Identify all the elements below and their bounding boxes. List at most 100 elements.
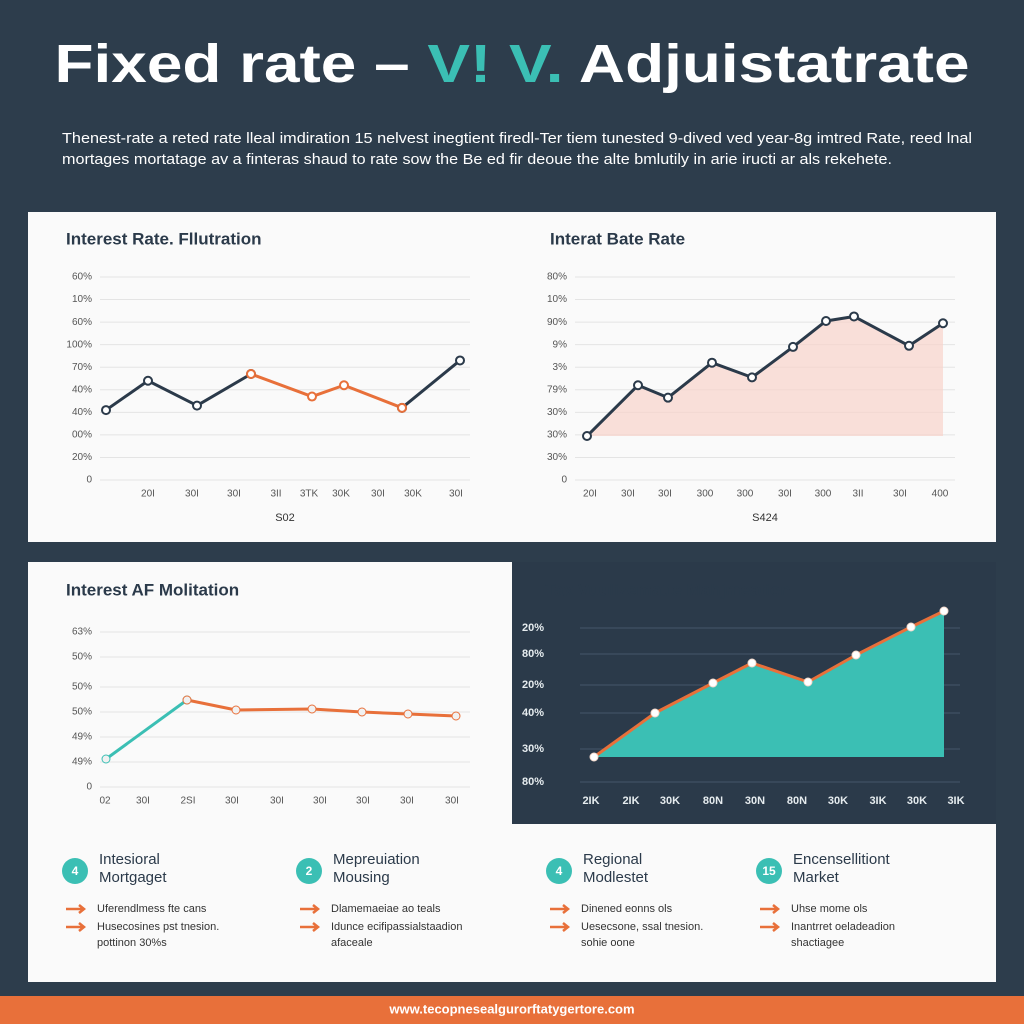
line: [105, 698, 188, 761]
badge: [62, 858, 88, 884]
card-title: Mortgaget: [99, 869, 167, 886]
panel: [28, 562, 512, 824]
subtitle-line: mortages mortatage av a finteras shaud t…: [62, 151, 892, 168]
x-tick-label: 80N: [787, 795, 807, 807]
y-tick-label: 80%: [522, 776, 544, 788]
x-tick-label: 30I: [621, 489, 635, 500]
cards-panel: [28, 824, 996, 982]
x-tick-label: 30I: [227, 489, 241, 500]
point: [747, 658, 757, 668]
x-tick-label: 30I: [136, 796, 150, 807]
point: [938, 318, 948, 329]
card-item: shactiagee: [791, 937, 844, 949]
y-tick-label: 3%: [553, 362, 568, 373]
card-item: afaceale: [331, 937, 373, 949]
x-tick-label: 30I: [225, 796, 239, 807]
y-tick-label: 30%: [522, 743, 544, 755]
x-tick-label: 3TK: [300, 489, 319, 500]
point: [663, 392, 673, 403]
y-tick-label: 20%: [72, 452, 92, 463]
point: [192, 400, 202, 411]
chart-title: Tax Vuulizematte Mahjmeation: [545, 580, 791, 599]
y-tick-label: 80%: [522, 648, 544, 660]
card-item: Uesecsone, ssal tnesion.: [581, 921, 703, 933]
x-tick-label: 400: [932, 489, 949, 500]
x-tick-label: 80N: [703, 795, 723, 807]
x-tick-label: 3IK: [947, 795, 964, 807]
badge: [296, 858, 322, 884]
x-tick-label: 300: [815, 489, 832, 500]
y-tick-label: 00%: [72, 430, 92, 441]
y-tick-label: 70%: [72, 362, 92, 373]
title-accent: V! V.: [427, 34, 563, 94]
point: [707, 357, 717, 368]
badge-number: 2: [306, 864, 313, 878]
y-tick-label: 80%: [547, 272, 567, 283]
card-item: Dinened eonns ols: [581, 903, 673, 915]
card-item: Husecosines pst tnesion.: [97, 921, 219, 933]
area: [587, 316, 943, 437]
subtitle-line: Thenest-rate a reted rate lleal imdirati…: [62, 130, 972, 147]
area: [594, 611, 944, 757]
chart-title: Interat Bate Rate: [550, 229, 685, 248]
x-tick-label: 30I: [270, 796, 284, 807]
x-tick-label: 3II: [270, 489, 281, 500]
arrow: [66, 922, 87, 932]
x-tick-label: 30K: [907, 795, 927, 807]
y-tick-label: 40%: [522, 707, 544, 719]
point: [231, 705, 241, 715]
point: [182, 695, 192, 705]
point: [708, 678, 718, 688]
arrow: [300, 904, 321, 914]
line: [585, 314, 944, 438]
chart-title: Interest AF Molitation: [66, 580, 239, 599]
arrow: [300, 922, 321, 932]
y-tick-label: 0: [86, 475, 92, 486]
y-tick-label: 9%: [553, 339, 568, 350]
point: [821, 315, 831, 326]
x-tick-label: 2SI: [180, 796, 195, 807]
footer-bar: [0, 996, 1024, 1024]
point: [246, 368, 256, 379]
card-title: Regional: [583, 851, 642, 868]
x-tick-label: 2IK: [622, 795, 639, 807]
card-title: Modlestet: [583, 869, 649, 886]
point: [339, 380, 349, 391]
y-tick-label: 30%: [547, 452, 567, 463]
x-tick-label: 3IK: [869, 795, 886, 807]
badge-number: 4: [556, 864, 563, 878]
y-tick-label: 90%: [547, 317, 567, 328]
y-tick-label: 79%: [547, 384, 567, 395]
card-item: Dlamemaeiae ao teals: [331, 903, 441, 915]
card-item: pottinon 30%s: [97, 937, 167, 949]
header-title: Fixed rate – V! V. Adjuistatrate: [55, 34, 970, 94]
y-tick-label: 49%: [72, 732, 92, 743]
line: [593, 609, 945, 759]
card-item: Uhse mome ols: [791, 903, 868, 915]
y-tick-label: 50%: [72, 707, 92, 718]
title-end: Adjuistatrate: [579, 34, 970, 94]
point: [589, 752, 599, 762]
point: [650, 708, 660, 718]
point: [747, 372, 757, 383]
x-tick-label: 30I: [400, 796, 414, 807]
y-tick-label: 60%: [72, 317, 92, 328]
point: [357, 707, 367, 717]
x-tick-label: 30K: [660, 795, 680, 807]
x-tick-label: 300: [697, 489, 714, 500]
point: [101, 405, 111, 416]
y-tick-label: 100%: [66, 339, 92, 350]
card-title: Encensellitiont: [793, 851, 891, 868]
point: [143, 375, 153, 386]
point: [582, 431, 592, 442]
point: [307, 391, 317, 402]
card-title: Mepreuiation: [333, 851, 420, 868]
x-tick-label: 30I: [185, 489, 199, 500]
card-item: Idunce ecifipassialstaadion: [331, 921, 462, 933]
point: [307, 704, 317, 714]
card-title: Mousing: [333, 869, 390, 886]
x-tick-label: 30I: [445, 796, 459, 807]
x-tick-label: 02: [99, 796, 111, 807]
badge-number: 15: [762, 864, 776, 878]
